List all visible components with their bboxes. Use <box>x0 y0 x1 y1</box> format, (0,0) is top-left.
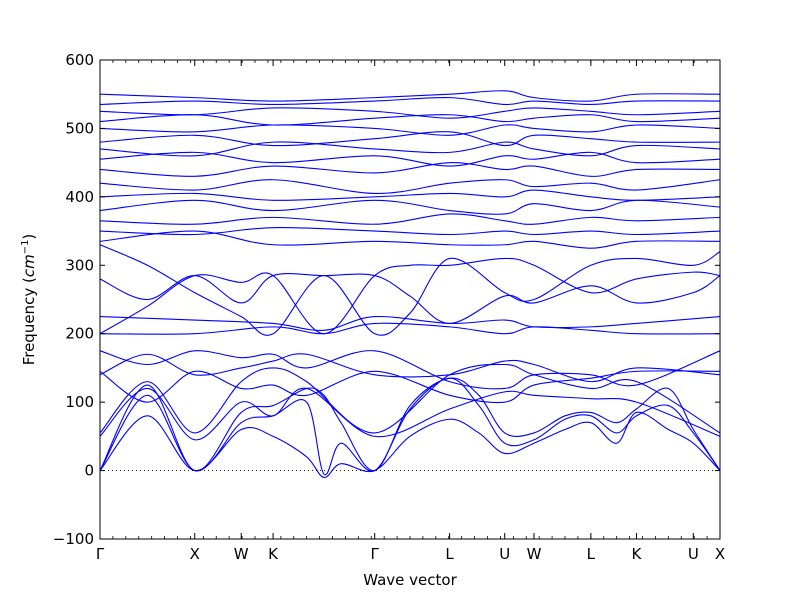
band-line-4 <box>99 387 721 441</box>
band-line-12 <box>99 257 721 335</box>
y-tick-label: 300 <box>65 256 94 274</box>
band-line-5 <box>99 363 721 434</box>
x-tick-label: Γ <box>371 545 380 563</box>
x-tick-label: Γ <box>96 545 105 563</box>
band-line-7 <box>99 350 721 390</box>
band-line-13 <box>99 244 721 336</box>
y-axis-title-exponent: −1 <box>20 240 31 255</box>
band-line-19 <box>99 179 721 194</box>
y-axis-title: Frequency (cm−1) <box>20 234 38 366</box>
x-axis-title: Wave vector <box>363 571 457 589</box>
y-tick-label: 0 <box>84 462 94 480</box>
band-line-28 <box>99 90 721 102</box>
y-tick-label: 600 <box>65 51 94 69</box>
y-tick-label: 500 <box>65 119 94 137</box>
band-line-1 <box>99 411 721 478</box>
band-line-27 <box>99 97 721 106</box>
x-tick-label: U <box>499 545 510 563</box>
x-tick-label: X <box>715 545 725 563</box>
y-axis-title-unit: cm <box>20 254 38 277</box>
band-line-24 <box>99 124 721 136</box>
band-line-16 <box>99 213 721 225</box>
x-tick-label: L <box>445 545 454 563</box>
x-tick-label: W <box>527 545 542 563</box>
band-line-15 <box>99 227 721 236</box>
x-tick-label: L <box>587 545 596 563</box>
band-line-11 <box>99 272 721 325</box>
y-tick-label: 100 <box>65 393 94 411</box>
x-tick-label: W <box>234 545 249 563</box>
band-line-26 <box>99 107 721 119</box>
band-line-22 <box>99 141 721 157</box>
band-lines <box>99 90 721 478</box>
band-line-9 <box>99 322 721 335</box>
band-line-20 <box>99 162 721 177</box>
band-line-10 <box>99 315 721 331</box>
band-line-21 <box>99 151 721 167</box>
y-tick-label: 400 <box>65 188 94 206</box>
x-tick-label: K <box>632 545 643 563</box>
y-tick-label: −100 <box>53 530 94 548</box>
band-line-25 <box>99 114 721 126</box>
band-line-14 <box>99 230 721 249</box>
band-line-18 <box>99 189 721 201</box>
y-axis-title-prefix: Frequency ( <box>20 277 38 365</box>
y-tick-label: 200 <box>65 325 94 343</box>
band-line-3 <box>99 377 721 472</box>
band-line-23 <box>99 131 721 147</box>
band-line-17 <box>99 199 721 215</box>
x-tick-label: U <box>688 545 699 563</box>
y-axis-title-suffix: ) <box>20 234 38 240</box>
x-tick-label: X <box>190 545 200 563</box>
band-line-8 <box>99 370 721 404</box>
band-line-6 <box>99 353 721 383</box>
x-tick-label: K <box>268 545 279 563</box>
y-axis-ticks: −100 0 100 200 300 400 500 600 <box>53 51 720 548</box>
